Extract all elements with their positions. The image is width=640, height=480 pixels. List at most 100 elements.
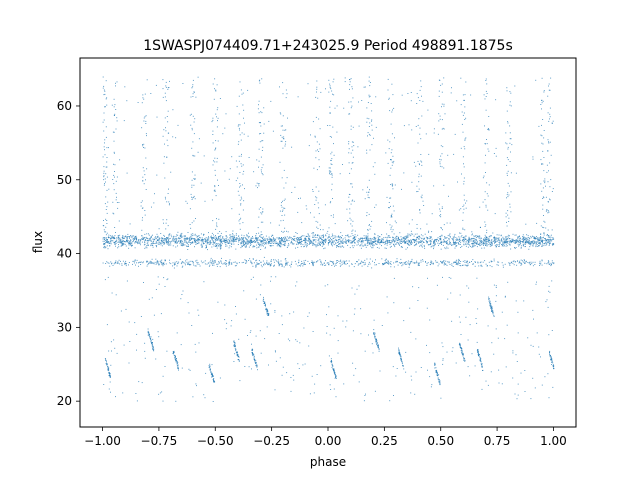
data-point xyxy=(321,242,323,244)
data-point xyxy=(138,261,140,263)
data-point xyxy=(116,239,118,241)
data-point xyxy=(444,113,446,115)
data-point xyxy=(479,245,481,247)
data-point xyxy=(175,246,177,248)
data-point xyxy=(157,243,159,245)
data-point xyxy=(467,240,469,242)
data-point xyxy=(330,160,332,161)
data-point xyxy=(113,237,114,239)
data-point xyxy=(235,313,237,315)
data-point xyxy=(462,237,464,238)
data-point xyxy=(348,162,350,164)
data-point xyxy=(411,258,413,260)
data-point xyxy=(386,262,388,264)
data-point xyxy=(541,239,543,241)
data-point xyxy=(252,236,253,237)
data-point xyxy=(501,240,503,242)
data-point xyxy=(369,263,371,265)
data-point xyxy=(216,238,217,240)
data-point xyxy=(220,244,221,246)
data-point xyxy=(319,237,321,239)
data-point xyxy=(271,235,272,237)
data-point xyxy=(465,207,467,209)
data-point xyxy=(241,244,243,246)
data-point xyxy=(242,222,244,224)
data-point xyxy=(156,246,157,248)
data-point xyxy=(143,237,144,239)
data-point xyxy=(525,238,526,240)
data-point xyxy=(475,239,477,241)
data-point xyxy=(205,239,207,241)
data-point xyxy=(319,259,321,261)
data-point xyxy=(255,241,256,243)
data-point xyxy=(315,234,317,236)
data-point xyxy=(403,239,405,241)
data-point xyxy=(290,266,292,268)
data-point xyxy=(511,241,513,243)
data-point xyxy=(537,239,539,241)
data-point xyxy=(410,233,412,235)
data-point xyxy=(493,260,495,262)
data-point xyxy=(106,240,108,242)
data-point xyxy=(116,120,118,122)
data-point xyxy=(328,239,330,241)
data-point xyxy=(390,123,392,125)
data-point xyxy=(523,239,524,241)
data-point xyxy=(351,183,353,185)
data-point xyxy=(336,105,338,107)
data-point xyxy=(405,263,407,265)
data-point xyxy=(488,239,490,241)
data-point xyxy=(176,238,178,240)
data-point xyxy=(504,296,506,298)
data-point xyxy=(351,88,353,90)
data-point xyxy=(426,237,428,239)
data-point xyxy=(390,205,391,207)
data-point xyxy=(548,241,550,243)
data-point xyxy=(211,237,212,239)
data-point xyxy=(168,132,170,134)
data-point xyxy=(233,340,235,342)
data-point xyxy=(509,101,511,103)
data-point xyxy=(468,287,470,289)
data-point xyxy=(400,246,402,248)
data-point xyxy=(372,242,373,244)
data-point xyxy=(420,241,422,243)
data-point xyxy=(176,261,178,263)
data-point xyxy=(379,370,381,372)
data-point xyxy=(245,246,247,248)
data-point xyxy=(164,240,166,242)
data-point xyxy=(407,93,409,94)
data-point xyxy=(418,238,420,239)
data-point xyxy=(316,244,318,245)
data-point xyxy=(225,260,227,261)
data-point xyxy=(533,237,535,239)
data-point xyxy=(483,244,484,246)
data-point xyxy=(441,106,442,108)
data-point xyxy=(258,183,260,185)
data-point xyxy=(283,241,285,243)
data-point xyxy=(315,246,317,248)
data-point xyxy=(550,154,552,156)
data-point xyxy=(441,234,443,236)
data-point xyxy=(118,220,120,222)
data-point xyxy=(134,238,136,240)
data-point xyxy=(322,263,324,265)
data-point xyxy=(373,241,375,243)
data-point xyxy=(540,239,542,241)
data-point xyxy=(360,260,362,262)
data-point xyxy=(469,238,471,240)
data-point xyxy=(532,345,534,347)
data-point xyxy=(377,240,379,242)
data-point xyxy=(140,316,142,317)
data-point xyxy=(372,241,374,243)
data-point xyxy=(407,247,408,249)
data-point xyxy=(142,176,144,178)
data-point xyxy=(143,282,144,283)
data-point xyxy=(467,246,469,248)
data-point xyxy=(110,240,111,242)
data-point xyxy=(217,117,219,119)
data-point xyxy=(534,238,535,240)
data-point xyxy=(298,242,300,244)
data-point xyxy=(224,262,226,264)
data-point xyxy=(487,195,489,197)
